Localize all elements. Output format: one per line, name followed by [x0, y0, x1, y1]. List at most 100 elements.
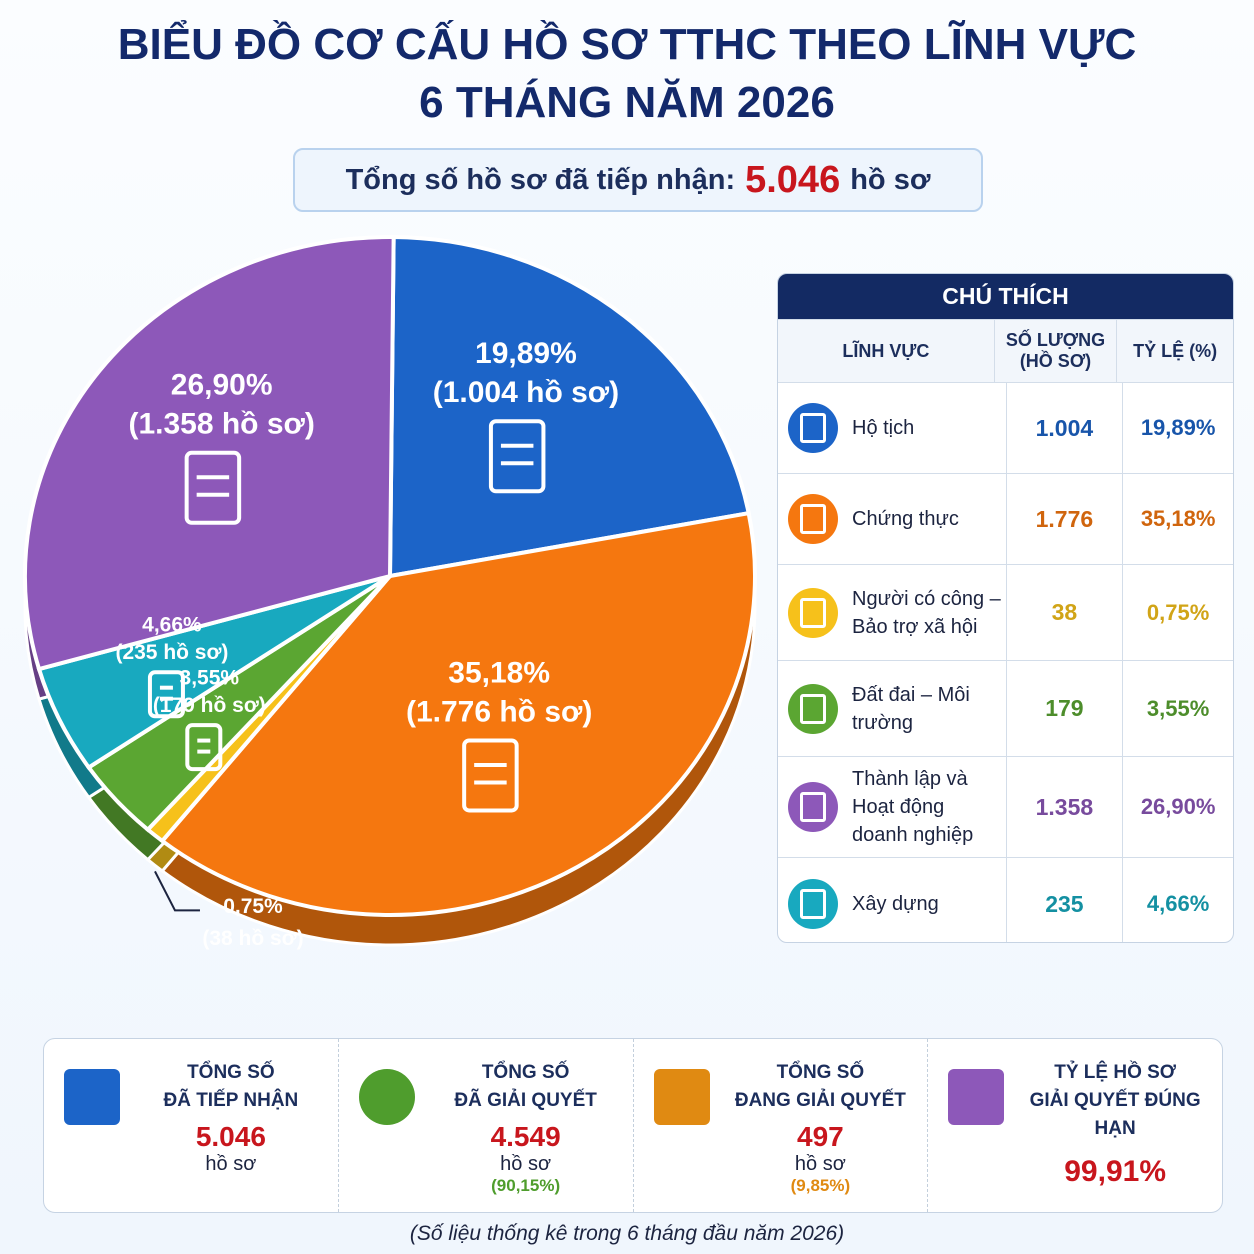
slice-icon	[184, 450, 242, 525]
count-label: (1.358 hồ sơ)	[128, 408, 314, 441]
header-cell: SỐ LƯỢNG (HỒ SƠ)	[995, 320, 1118, 382]
slice-icon	[185, 723, 223, 772]
legend-name: Đất đai – Môi trường	[852, 683, 970, 734]
stat-text: TỶ LỆ HỒ SƠ GIẢI QUYẾT ĐÚNG HẠN 99,91%	[1018, 1059, 1212, 1189]
footnote: (Số liệu thống kê trong 6 tháng đầu năm …	[409, 1222, 845, 1245]
stat-unit: hồ sơ	[500, 1153, 552, 1175]
slice-icon	[462, 738, 519, 813]
legend-row: Đất đai – Môi trường 179 3,55%	[778, 660, 1233, 756]
legend-icon	[788, 782, 838, 832]
legend-table: CHÚ THÍCH LĨNH VỰC SỐ LƯỢNG (HỒ SƠ) TỶ L…	[777, 273, 1234, 943]
title-line: BIỂU ĐỒ CƠ CẤU HỒ SƠ TTHC THEO LĨNH VỰC	[117, 20, 1137, 69]
icon-glyph	[800, 693, 826, 724]
stat-item: TỔNG SỐ ĐÃ GIẢI QUYẾT 4.549 hồ sơ (90,15%)	[339, 1039, 634, 1212]
stat-value: 99,91%	[1064, 1155, 1166, 1188]
legend-percent: 3,55%	[1146, 695, 1210, 721]
total-unit: hồ sơ	[850, 163, 931, 196]
stat-item: TỔNG SỐ ĐÃ TIẾP NHẬN 5.046 hồ sơ	[44, 1039, 339, 1212]
legend-cell: Đất đai – Môi trường	[778, 661, 1007, 756]
title-line: 6 THÁNG NĂM 2026	[419, 78, 835, 127]
legend-count: 1.776	[1007, 474, 1124, 564]
legend-cell: Chứng thực	[778, 474, 1007, 564]
icon-glyph	[800, 889, 826, 919]
legend-cell: Người có công – Bảo trợ xã hội	[778, 565, 1007, 660]
stat-label: TỔNG SỐ	[481, 1062, 570, 1083]
stat-note: (90,15%)	[491, 1176, 561, 1195]
stat-value: 5.046	[195, 1121, 266, 1152]
legend-row: Xây dựng 235 4,66%	[778, 857, 1233, 942]
stat-text: TỔNG SỐ ĐANG GIẢI QUYẾT 497 hồ sơ (9,85%)	[724, 1059, 918, 1196]
stat-label: TỔNG SỐ	[187, 1062, 275, 1083]
icon-glyph	[800, 597, 826, 628]
legend-count: 235	[1007, 858, 1124, 942]
icon-glyph	[800, 413, 826, 443]
legend-count: 1.004	[1007, 383, 1124, 473]
legend-name: Xây dựng	[852, 893, 939, 915]
legend-icon	[788, 683, 838, 734]
icon-glyph	[800, 792, 826, 822]
slice-icon	[147, 670, 185, 719]
stat-label: TỔNG SỐ	[776, 1062, 865, 1083]
total-box: Tổng số hồ sơ đã tiếp nhận: 5.046 hồ sơ	[293, 148, 983, 212]
value-label: 26,90%	[171, 369, 273, 402]
stat-text: TỔNG SỐ ĐÃ TIẾP NHẬN 5.046 hồ sơ	[134, 1059, 328, 1176]
stat-label: GIẢI QUYẾT ĐÚNG HẠN	[1029, 1090, 1201, 1139]
stat-text: TỔNG SỐ ĐÃ GIẢI QUYẾT 4.549 hồ sơ (90,15%)	[429, 1059, 623, 1196]
pie-chart: 19,89% (1.004 hồ sơ) 35,18% (1.776 hồ sơ) 0,…	[23, 234, 757, 950]
legend-title: CHÚ THÍCH	[778, 274, 1233, 319]
legend-count: 38	[1007, 565, 1124, 660]
stat-icon	[64, 1069, 120, 1125]
count-label: (1.004 hồ sơ)	[433, 376, 619, 409]
legend-row: Thành lập và Hoạt động doanh nghiệp 1.358…	[778, 756, 1233, 857]
legend-name: Chứng thực	[852, 508, 959, 530]
stat-unit: hồ sơ	[794, 1153, 846, 1175]
legend-count: 179	[1007, 661, 1124, 756]
stat-item: TỶ LỆ HỒ SƠ GIẢI QUYẾT ĐÚNG HẠN 99,91%	[928, 1039, 1222, 1212]
stat-note: (9,85%)	[790, 1176, 851, 1195]
value-label: 4,66%	[142, 614, 202, 637]
stat-value: 497	[797, 1121, 844, 1152]
value-label: 35,18%	[448, 656, 550, 689]
legend-cell: Hộ tịch	[778, 383, 1007, 473]
legend-icon	[788, 494, 838, 544]
legend-percent: 26,90%	[1140, 794, 1216, 819]
legend-percent: 4,66%	[1146, 891, 1210, 916]
legend-cell: Xây dựng	[778, 858, 1007, 942]
legend-icon	[788, 403, 838, 453]
legend-name: Hộ tịch	[852, 417, 915, 439]
total-label: Tổng số hồ sơ đã tiếp nhận:	[345, 163, 736, 196]
count-label: (1.776 hồ sơ)	[406, 695, 592, 728]
count-label: (38 hồ sơ)	[202, 927, 303, 950]
legend-percent: 19,89%	[1140, 415, 1216, 440]
legend-row: Người có công – Bảo trợ xã hội 38 0,75%	[778, 564, 1233, 660]
stat-icon	[948, 1069, 1005, 1125]
header-cell: LĨNH VỰC	[778, 320, 995, 382]
icon-glyph	[800, 504, 826, 534]
legend-row: Hộ tịch 1.004 19,89%	[778, 382, 1233, 473]
total-value: 5.046	[745, 158, 841, 201]
stat-label: ĐANG GIẢI QUYẾT	[734, 1090, 906, 1111]
legend-row: Chứng thực 1.776 35,18%	[778, 473, 1233, 564]
stat-label: TỶ LỆ HỒ SƠ	[1054, 1062, 1177, 1083]
leader-line	[154, 870, 200, 912]
value-label: 19,89%	[475, 337, 577, 370]
legend-percent: 35,18%	[1140, 506, 1216, 531]
stat-value: 4.549	[490, 1121, 561, 1152]
count-label: (235 hồ sơ)	[115, 641, 228, 664]
slice-icon	[488, 419, 546, 494]
stat-item: TỔNG SỐ ĐANG GIẢI QUYẾT 497 hồ sơ (9,85%)	[634, 1039, 929, 1212]
slice	[159, 510, 757, 917]
legend-percent: 0,75%	[1146, 599, 1210, 625]
value-label: 0,75%	[223, 895, 283, 918]
stat-icon	[358, 1069, 415, 1125]
header-cell: TỶ LỆ (%)	[1133, 340, 1218, 361]
legend-header: LĨNH VỰC SỐ LƯỢNG (HỒ SƠ) TỶ LỆ (%)	[778, 319, 1233, 382]
legend-cell: Thành lập và Hoạt động doanh nghiệp	[778, 757, 1007, 857]
legend-icon	[788, 879, 838, 929]
stat-icon	[653, 1069, 710, 1125]
legend-name: Thành lập và Hoạt động doanh nghiệp	[852, 768, 974, 846]
stat-label: ĐÃ TIẾP NHẬN	[163, 1090, 299, 1111]
stat-unit: hồ sơ	[205, 1153, 257, 1175]
slice	[387, 234, 752, 579]
